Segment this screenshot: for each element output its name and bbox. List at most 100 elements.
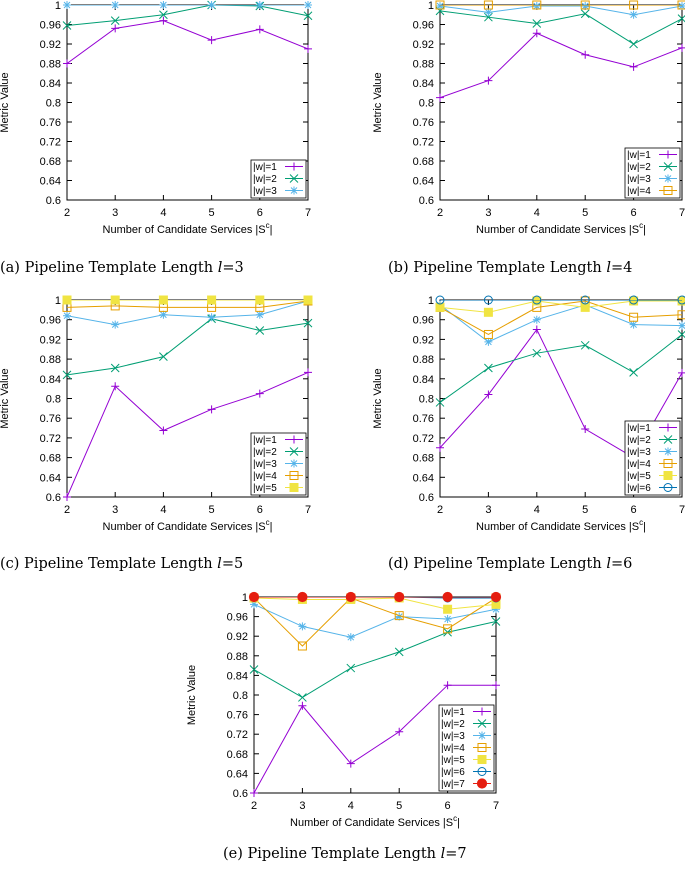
data-point [629, 312, 639, 322]
y-tick-label: 0.6 [46, 195, 61, 207]
data-point [250, 789, 258, 797]
data-point [483, 307, 493, 317]
data-point [63, 59, 71, 68]
data-point [62, 370, 72, 380]
legend-marker [663, 459, 673, 468]
legend-label: |w|=2 [253, 447, 277, 458]
y-tick-label: 0.72 [413, 137, 434, 149]
series-line [440, 300, 682, 313]
data-point [303, 11, 313, 21]
y-tick-label: 1 [428, 0, 434, 12]
data-point [298, 693, 307, 702]
series-line [67, 20, 308, 64]
legend-label: |w|=5 [253, 483, 277, 494]
x-tick-label: 6 [631, 504, 637, 516]
data-point [436, 443, 444, 452]
series-w1 [250, 681, 500, 797]
data-point [678, 43, 685, 52]
data-point [532, 325, 541, 334]
chart-a: 0.6 0.64 0.68 0.72 0.76 0.8 0.84 0.88 0.92 0.96 1 2… [0, 0, 313, 276]
series-line [440, 32, 682, 99]
data-point [580, 340, 590, 350]
data-point [304, 1, 312, 9]
data-point [532, 295, 542, 305]
legend-label: |w|=1 [253, 435, 277, 446]
data-point [532, 29, 541, 38]
data-point [629, 0, 639, 10]
legend-label: |w|=6 [627, 483, 651, 494]
y-tick-label: 0.76 [413, 413, 434, 425]
legend-marker [477, 743, 487, 752]
data-point [111, 382, 120, 391]
legend-label: |w|=4 [253, 471, 277, 482]
series-w3 [436, 1, 685, 19]
data-point [580, 295, 590, 305]
chart-b: 0.6 0.64 0.68 0.72 0.76 0.8 0.84 0.88 0.92 0.96 1 2… [372, 0, 685, 276]
x-tick-label: 2 [437, 504, 443, 516]
chart-caption: (d) Pipeline Template Length l=6 [388, 556, 632, 572]
data-point [580, 0, 590, 10]
x-axis-label: Number of Candidate Services |Sc| [103, 518, 273, 533]
data-point [207, 1, 216, 9]
x-tick-label: 7 [305, 207, 311, 219]
legend-box [624, 147, 681, 199]
data-point [255, 25, 264, 34]
series-line [254, 597, 496, 599]
y-tick-label: 0.88 [227, 651, 248, 663]
y-tick-label: 0.8 [46, 98, 61, 110]
series-w5 [62, 295, 313, 305]
y-tick-label: 0.6 [419, 195, 434, 207]
data-point [159, 352, 168, 361]
data-point [298, 701, 307, 710]
x-tick-label: 3 [299, 800, 305, 812]
legend-marker [664, 423, 672, 432]
legend-marker [476, 778, 488, 789]
series-line [254, 621, 496, 699]
data-point [248, 591, 260, 603]
data-point [346, 663, 356, 673]
data-point [532, 315, 541, 324]
x-tick-label: 4 [160, 207, 166, 219]
x-tick-label: 7 [679, 504, 685, 516]
legend-marker [289, 471, 299, 480]
y-tick-label: 0.68 [40, 156, 61, 168]
data-point [492, 605, 500, 614]
data-point [629, 62, 638, 71]
data-point [443, 681, 452, 690]
y-tick-label: 0.72 [40, 433, 61, 445]
series-w4 [249, 593, 501, 651]
x-tick-label: 3 [485, 504, 491, 516]
x-tick-label: 2 [64, 207, 70, 219]
series-line [67, 5, 308, 26]
legend-label: |w|=3 [253, 459, 277, 470]
y-tick-label: 0.96 [40, 315, 61, 327]
data-point [677, 310, 685, 320]
series-line [440, 5, 682, 16]
data-point [483, 295, 493, 305]
y-tick-label: 0.76 [413, 117, 434, 129]
chart-caption: (e) Pipeline Template Length l=7 [223, 846, 467, 862]
x-tick-label: 4 [534, 504, 540, 516]
series-line [254, 597, 496, 610]
data-point [436, 1, 444, 10]
y-tick-label: 1 [242, 592, 248, 604]
data-point [255, 326, 265, 335]
series-w1 [436, 29, 685, 102]
y-tick-label: 0.6 [419, 492, 434, 504]
series-line [254, 603, 496, 638]
y-tick-label: 0.68 [413, 453, 434, 465]
y-tick-label: 0.76 [227, 710, 248, 722]
legend-label: |w|=6 [441, 767, 465, 778]
legend-label: |w|=3 [627, 174, 651, 185]
data-point [304, 44, 312, 53]
data-point [678, 1, 685, 10]
y-tick-label: 0.96 [40, 20, 61, 32]
data-point [249, 665, 259, 674]
chart-c: 0.6 0.64 0.68 0.72 0.76 0.8 0.84 0.88 0.92 0.96 1 2… [0, 295, 313, 572]
data-point [111, 320, 120, 329]
data-point [346, 759, 355, 768]
chart-caption: (a) Pipeline Template Length l=3 [0, 260, 244, 276]
data-point [435, 398, 445, 407]
x-tick-label: 5 [209, 207, 215, 219]
